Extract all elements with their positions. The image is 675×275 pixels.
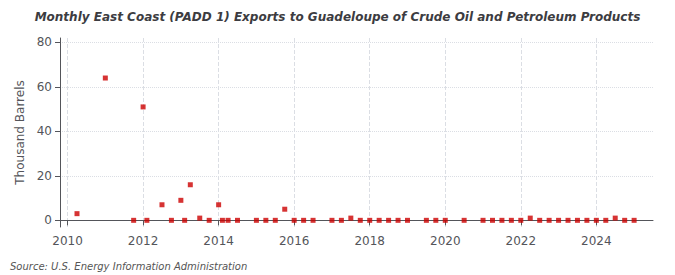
svg-text:0: 0 xyxy=(44,213,52,227)
svg-text:Source: U.S. Energy Informatio: Source: U.S. Energy Information Administ… xyxy=(10,261,247,272)
svg-text:2022: 2022 xyxy=(506,234,537,248)
svg-text:2010: 2010 xyxy=(52,234,83,248)
svg-text:Monthly East Coast (PADD 1) Ex: Monthly East Coast (PADD 1) Exports to G… xyxy=(35,10,641,24)
svg-text:2024: 2024 xyxy=(581,234,612,248)
svg-text:2016: 2016 xyxy=(279,234,310,248)
svg-text:60: 60 xyxy=(37,80,52,94)
svg-text:2012: 2012 xyxy=(128,234,159,248)
svg-text:40: 40 xyxy=(37,124,52,138)
svg-text:2020: 2020 xyxy=(430,234,461,248)
svg-text:Thousand Barrels: Thousand Barrels xyxy=(13,80,27,185)
svg-text:20: 20 xyxy=(37,169,52,183)
svg-text:2014: 2014 xyxy=(203,234,234,248)
svg-text:2018: 2018 xyxy=(354,234,385,248)
svg-text:80: 80 xyxy=(37,35,52,49)
